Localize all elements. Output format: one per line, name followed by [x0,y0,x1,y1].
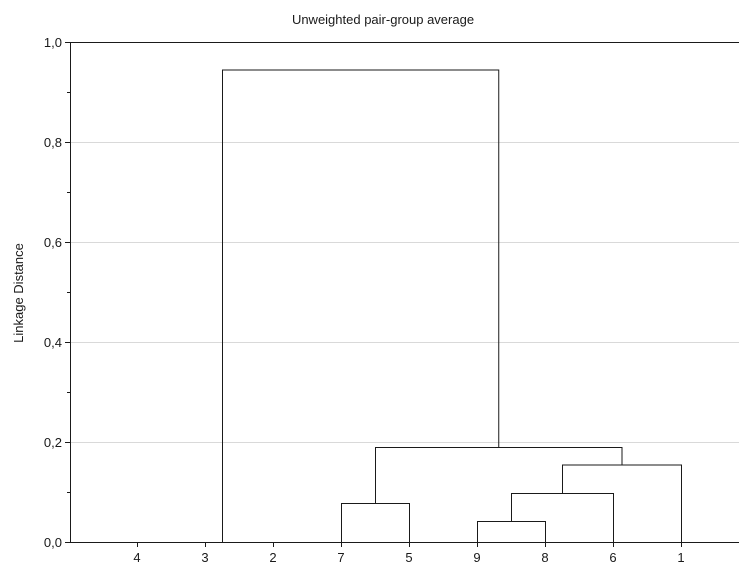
x-tick-label-6: 6 [609,550,616,565]
y-tick-label-0: 0,0 [44,535,62,550]
merge-link-3 [341,503,410,543]
y-tick-label-4: 0,8 [44,135,62,150]
chart-title: Unweighted pair-group average [292,12,474,27]
x-tick-labels: 4 3 2 7 5 9 8 6 1 [133,550,684,565]
merge-link-5 [562,464,682,543]
merge-link-6 [375,447,623,504]
x-tick-label-5: 5 [405,550,412,565]
x-tick-label-9: 9 [473,550,480,565]
x-tick-label-7: 7 [337,550,344,565]
y-tick-label-2: 0,4 [44,335,62,350]
merge-link-2 [477,521,546,543]
y-tick-label-3: 0,6 [44,235,62,250]
merge-link-4 [511,493,614,543]
merge-link-7 [222,69,500,543]
x-tick-label-1: 1 [677,550,684,565]
y-tick-label-5: 1,0 [44,35,62,50]
y-tick-label-1: 0,2 [44,435,62,450]
x-tick-label-2: 2 [269,550,276,565]
grid-lines [70,142,739,443]
dendrogram-links [137,69,682,543]
x-tick-label-4: 4 [133,550,140,565]
y-tick-labels: 0,0 0,2 0,4 0,6 0,8 1,0 [44,35,62,550]
axes [65,42,739,547]
y-axis-label: Linkage Distance [11,243,26,343]
x-tick-label-8: 8 [541,550,548,565]
x-tick-label-3: 3 [201,550,208,565]
